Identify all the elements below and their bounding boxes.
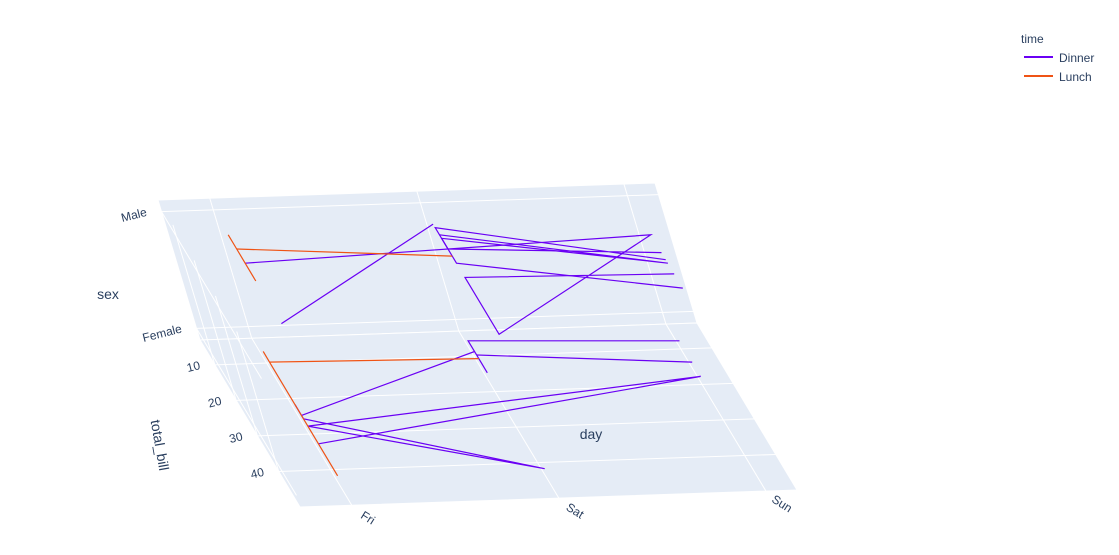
day-tick-sat: Sat	[564, 500, 587, 522]
day-tick-fri: Fri	[358, 508, 377, 527]
wall-sex-day	[157, 182, 698, 341]
sex-axis-title: sex	[97, 286, 119, 302]
traces	[227, 223, 701, 477]
gridline-sex-back	[196, 310, 694, 329]
gridline-day-wall	[209, 198, 253, 339]
floor-day-totalbill	[199, 322, 798, 508]
gridline-bill-wall	[214, 295, 258, 437]
bill-tick-20: 20	[207, 394, 224, 411]
line-dinner-female[interactable]	[476, 354, 693, 363]
day-axis-title: day	[580, 426, 603, 442]
gridline-bill-wall	[193, 260, 237, 401]
gridline-day-floor	[251, 337, 353, 506]
gridline-day-floor	[665, 323, 767, 492]
series-lunch	[227, 234, 479, 477]
day-tick-sun: Sun	[769, 492, 795, 515]
gridline-day-wall	[416, 191, 460, 332]
gridline-bill-wall	[172, 224, 216, 366]
legend-item-lunch[interactable]: Lunch	[1024, 70, 1092, 84]
bill-tick-10: 10	[185, 358, 202, 375]
gridline-bill-wall	[236, 331, 280, 472]
legend-label-dinner: Dinner	[1059, 51, 1094, 65]
gridlines	[161, 183, 776, 506]
sex-tick-female: Female	[141, 322, 184, 345]
line-dinner-female[interactable]	[301, 340, 680, 416]
scene-3d	[157, 182, 798, 508]
line-dinner-male[interactable]	[434, 226, 666, 261]
total-bill-axis-title: total_bill	[148, 418, 173, 471]
line-lunch-male[interactable]	[236, 248, 453, 257]
series-dinner	[245, 223, 701, 470]
bill-tick-30: 30	[228, 429, 245, 446]
legend-label-lunch: Lunch	[1059, 70, 1092, 84]
legend-title: time	[1021, 32, 1044, 46]
gridline-bill-floor	[278, 453, 776, 472]
legend: time Dinner Lunch	[1021, 32, 1094, 84]
bill-tick-40: 40	[249, 465, 266, 482]
sex-tick-male: Male	[120, 205, 149, 225]
line-lunch-female[interactable]	[269, 358, 479, 363]
legend-item-dinner[interactable]: Dinner	[1024, 51, 1094, 65]
gridline-sex-left	[196, 328, 297, 496]
gridline-sex-left	[161, 211, 262, 379]
line-dinner-male[interactable]	[281, 223, 434, 325]
gridline-bill-floor	[236, 382, 734, 401]
gridline-bill-floor	[257, 418, 755, 437]
total-bill-axis-ticks: 10 20 30 40	[185, 358, 265, 481]
gridline-sex-back	[161, 194, 659, 213]
gridline-day-wall	[623, 183, 667, 325]
